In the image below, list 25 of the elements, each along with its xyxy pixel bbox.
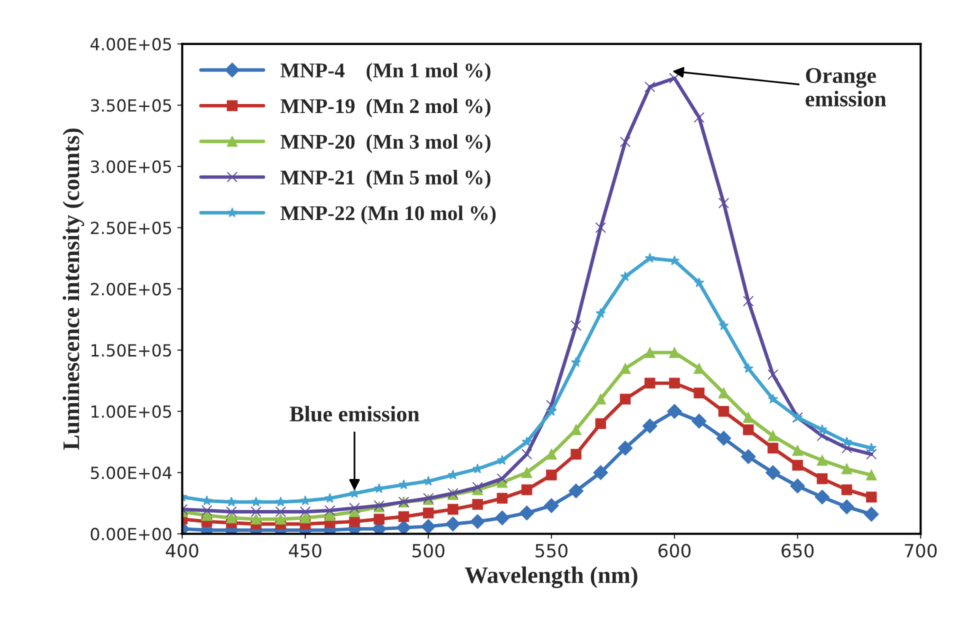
x-tick-label: 450 [288, 544, 322, 558]
y-tick-label: 2.00E+05 [90, 282, 172, 296]
x-tick-label: 600 [658, 544, 691, 558]
y-tick-label: 3.00E+05 [90, 160, 172, 173]
annotation: Orange emission [806, 68, 886, 106]
legend-label: MNP-22 (Mn 10 mol %) [280, 206, 496, 224]
legend-label: MNP-20 (Mn 3 mol %) [280, 134, 490, 154]
legend-label: MNP-4 (Mn 1 mol %) [280, 62, 490, 82]
x-tick-label: 400 [166, 544, 198, 558]
x-axis-title: Wavelength (nm) [464, 566, 638, 588]
legend-label: MNP-19 (Mn 2 mol %) [280, 98, 490, 118]
y-tick-label: 5.00E+04 [90, 466, 172, 480]
y-tick-label: 1.00E+05 [92, 405, 172, 418]
y-tick-label: 2.50E+05 [90, 222, 172, 234]
x-tick-label: 700 [904, 544, 937, 558]
y-axis-title: Luminescence intensity (counts) [62, 128, 84, 450]
y-tick-label: 1.50E+05 [92, 344, 172, 357]
x-tick-label: 550 [536, 544, 568, 558]
legend-label: MNP-21 (Mn 5 mol %) [280, 170, 490, 189]
y-tick-label: 4.00E+05 [90, 38, 172, 51]
y-tick-label: 3.50E+05 [90, 99, 172, 112]
x-tick-label: 500 [412, 544, 444, 558]
y-tick-label: 0.00E+00 [90, 528, 172, 540]
x-tick-label: 650 [782, 544, 814, 558]
annotation: Blue emission [290, 406, 420, 422]
